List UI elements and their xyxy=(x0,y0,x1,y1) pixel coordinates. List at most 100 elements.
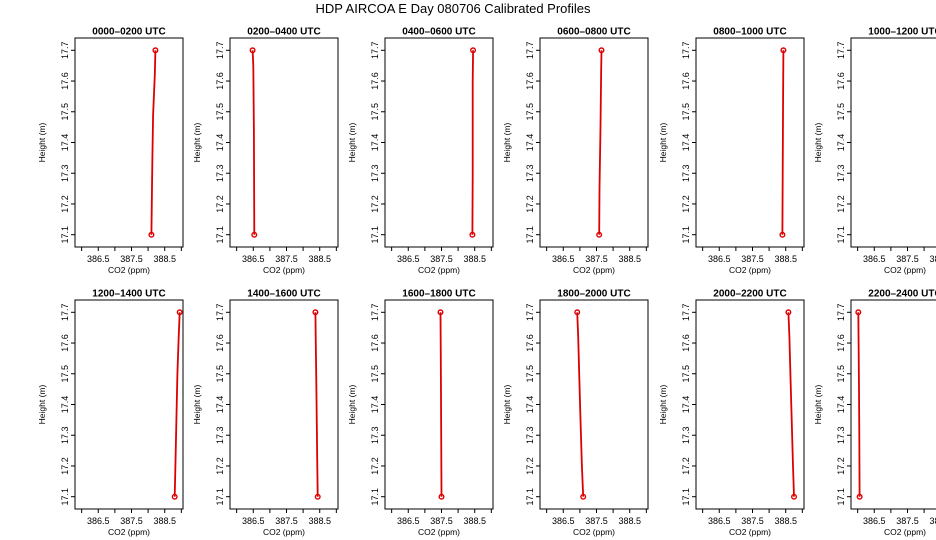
x-tick-label: 387.5 xyxy=(430,516,453,526)
plot-frame xyxy=(539,37,649,248)
x-tick-label: 388.5 xyxy=(463,254,486,264)
endpoint-marker xyxy=(176,309,183,316)
panel-7: 1200–1400 UTC 17.1 17.2 17.3 17.4 17.5 17.6 17.… xyxy=(37,289,184,537)
plot-frame xyxy=(229,299,339,510)
y-tick-label: 17.7 xyxy=(525,304,535,322)
y-tick-label: 17.1 xyxy=(525,226,535,244)
panel-12: 2200–2400 UTC 17.1 17.2 17.3 17.4 17.5 17.6 17.… xyxy=(813,289,936,537)
x-tick-label: 388.5 xyxy=(308,254,331,264)
y-tick-label: 17.7 xyxy=(836,304,846,322)
panel-title: 1200–1400 UTC xyxy=(92,289,165,300)
y-tick-label: 17.2 xyxy=(525,457,535,475)
y-tick-label: 17.1 xyxy=(525,488,535,506)
y-tick-label: 17.5 xyxy=(525,103,535,121)
x-tick-label: 387.5 xyxy=(430,254,453,264)
x-tick-label: 386.5 xyxy=(397,254,420,264)
y-axis-label: Height (m) xyxy=(502,385,512,425)
x-tick-label: 388.5 xyxy=(774,254,797,264)
y-tick-label: 17.5 xyxy=(215,103,225,121)
x-tick-label: 387.5 xyxy=(741,254,764,264)
y-tick-label: 17.3 xyxy=(370,426,380,444)
x-tick-label: 387.5 xyxy=(585,516,608,526)
x-tick-label: 386.5 xyxy=(552,516,575,526)
panel-4: 0600–0800 UTC 17.1 17.2 17.3 17.4 17.5 17.6 17.… xyxy=(502,27,649,275)
y-tick-label: 17.3 xyxy=(525,164,535,182)
y-tick-label: 17.4 xyxy=(836,134,846,152)
x-tick-label: 386.5 xyxy=(87,516,110,526)
x-tick-label: 386.5 xyxy=(242,254,265,264)
y-tick-label: 17.6 xyxy=(681,334,691,352)
panel-3: 0400–0600 UTC 17.1 17.2 17.3 17.4 17.5 17.6 17.… xyxy=(347,27,494,275)
endpoint-marker xyxy=(596,231,603,238)
panel-title: 2200–2400 UTC xyxy=(868,289,936,300)
profile-line xyxy=(576,312,585,497)
panel-6: 1000–1200 UTC 17.1 17.2 17.3 17.4 17.5 17.6 17.… xyxy=(813,27,936,275)
profile-line xyxy=(781,50,785,235)
endpoint-marker xyxy=(580,493,587,500)
y-tick-label: 17.7 xyxy=(681,42,691,60)
x-tick-label: 386.5 xyxy=(708,254,731,264)
y-tick-label: 17.2 xyxy=(525,195,535,213)
panels: 0000–0200 UTC 17.1 17.2 17.3 17.4 17.5 17.6 17.… xyxy=(37,27,936,537)
profile-line xyxy=(471,50,474,235)
x-axis-label: CO2 (ppm) xyxy=(729,265,771,275)
endpoint-marker xyxy=(251,231,258,238)
endpoint-marker xyxy=(148,231,155,238)
panel-10: 1800–2000 UTC 17.1 17.2 17.3 17.4 17.5 17.6 17.… xyxy=(502,289,649,537)
plot-frame xyxy=(695,37,805,248)
y-tick-label: 17.4 xyxy=(215,134,225,152)
y-tick-label: 17.1 xyxy=(370,488,380,506)
y-tick-label: 17.4 xyxy=(60,396,70,414)
y-tick-label: 17.7 xyxy=(370,42,380,60)
plot-frame xyxy=(384,37,494,248)
endpoint-marker xyxy=(314,493,321,500)
plot-frame xyxy=(539,299,649,510)
y-tick-label: 17.5 xyxy=(836,365,846,383)
y-axis-label: Height (m) xyxy=(192,385,202,425)
y-tick-label: 17.6 xyxy=(525,72,535,90)
y-tick-label: 17.5 xyxy=(836,103,846,121)
y-tick-label: 17.5 xyxy=(60,365,70,383)
panel-title: 2000–2200 UTC xyxy=(713,289,786,300)
y-tick-label: 17.5 xyxy=(215,365,225,383)
panel-5: 0800–1000 UTC 17.1 17.2 17.3 17.4 17.5 17.6 17.… xyxy=(658,27,805,275)
y-tick-label: 17.5 xyxy=(370,365,380,383)
x-tick-label: 388.5 xyxy=(153,516,176,526)
x-tick-label: 386.5 xyxy=(242,516,265,526)
y-tick-label: 17.6 xyxy=(836,334,846,352)
plot-frame xyxy=(74,37,184,248)
endpoint-marker xyxy=(437,309,444,316)
y-axis-label: Height (m) xyxy=(658,123,668,163)
y-tick-label: 17.2 xyxy=(681,457,691,475)
x-tick-label: 387.5 xyxy=(275,254,298,264)
plot-frame xyxy=(850,37,936,248)
x-axis-label: CO2 (ppm) xyxy=(573,527,615,537)
x-axis-label: CO2 (ppm) xyxy=(884,527,926,537)
endpoint-marker xyxy=(791,493,798,500)
panel-2: 0200–0400 UTC 17.1 17.2 17.3 17.4 17.5 17.6 17.… xyxy=(192,27,339,275)
y-tick-label: 17.3 xyxy=(525,426,535,444)
y-tick-label: 17.4 xyxy=(836,396,846,414)
x-tick-label: 388.5 xyxy=(153,254,176,264)
y-tick-label: 17.7 xyxy=(836,42,846,60)
y-tick-label: 17.4 xyxy=(681,396,691,414)
y-axis-label: Height (m) xyxy=(658,385,668,425)
y-tick-label: 17.2 xyxy=(836,195,846,213)
y-tick-label: 17.2 xyxy=(370,195,380,213)
y-tick-label: 17.2 xyxy=(681,195,691,213)
panel-11: 2000–2200 UTC 17.1 17.2 17.3 17.4 17.5 17.6 17.… xyxy=(658,289,805,537)
y-tick-label: 17.1 xyxy=(60,488,70,506)
plot-frame xyxy=(384,299,494,510)
plot-frame xyxy=(229,37,339,248)
y-tick-label: 17.4 xyxy=(525,134,535,152)
endpoint-marker xyxy=(312,309,319,316)
endpoint-marker xyxy=(249,47,256,54)
endpoint-marker xyxy=(856,493,863,500)
y-axis-label: Height (m) xyxy=(813,123,823,163)
y-tick-label: 17.3 xyxy=(681,426,691,444)
y-tick-label: 17.3 xyxy=(60,164,70,182)
x-tick-label: 387.5 xyxy=(120,516,143,526)
x-tick-label: 387.5 xyxy=(741,516,764,526)
x-tick-label: 388.5 xyxy=(774,516,797,526)
y-tick-label: 17.4 xyxy=(681,134,691,152)
